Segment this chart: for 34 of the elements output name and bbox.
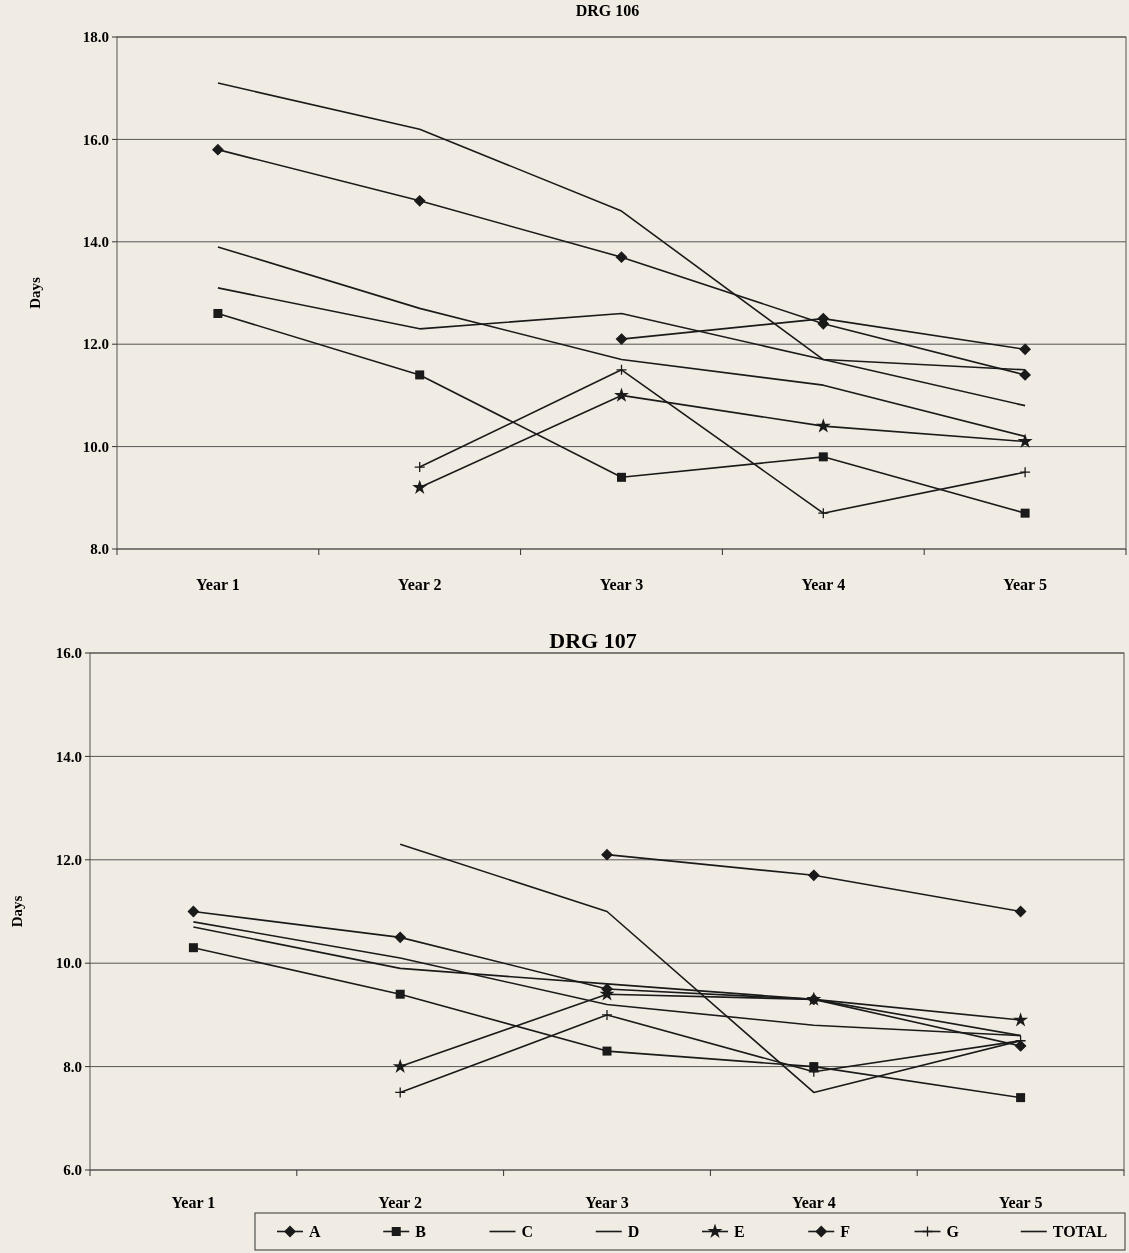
legend-label: C <box>521 1223 534 1241</box>
legend-label: G <box>946 1223 960 1241</box>
legend-label: B <box>415 1223 427 1241</box>
y-tick-label: 16.0 <box>82 131 109 148</box>
y-tick-label: 12.0 <box>55 852 82 869</box>
x-tick-label: Year 2 <box>378 1194 423 1211</box>
y-axis-title: Days <box>27 277 43 309</box>
y-tick-label: 14.0 <box>82 234 109 251</box>
y-tick-label: 14.0 <box>55 748 82 765</box>
legend-label: F <box>840 1223 851 1241</box>
x-tick-label: Year 1 <box>196 576 240 593</box>
x-tick-label: Year 5 <box>998 1194 1043 1211</box>
x-tick-label: Year 3 <box>599 576 644 593</box>
chart-title: DRG 107 <box>549 627 637 653</box>
y-tick-label: 10.0 <box>82 438 109 455</box>
legend-label: D <box>627 1223 640 1241</box>
y-tick-label: 12.0 <box>82 336 109 353</box>
legend-label: A <box>309 1223 321 1241</box>
x-tick-label: Year 5 <box>1003 576 1047 593</box>
legend-label: E <box>734 1223 745 1241</box>
x-tick-label: Year 4 <box>791 1194 836 1211</box>
chart-title: DRG 106 <box>575 2 640 19</box>
x-tick-label: Year 2 <box>397 576 442 593</box>
y-tick-label: 10.0 <box>55 955 82 972</box>
y-tick-label: 6.0 <box>63 1162 82 1179</box>
x-tick-label: Year 4 <box>801 576 846 593</box>
x-tick-label: Year 3 <box>585 1194 629 1211</box>
y-tick-label: 16.0 <box>55 645 82 662</box>
y-axis-title: Days <box>9 895 25 928</box>
y-tick-label: 8.0 <box>63 1058 82 1075</box>
y-tick-label: 8.0 <box>90 541 109 558</box>
legend-label: TOTAL <box>1052 1223 1108 1241</box>
x-tick-label: Year 1 <box>171 1194 216 1211</box>
y-tick-label: 18.0 <box>82 29 109 46</box>
